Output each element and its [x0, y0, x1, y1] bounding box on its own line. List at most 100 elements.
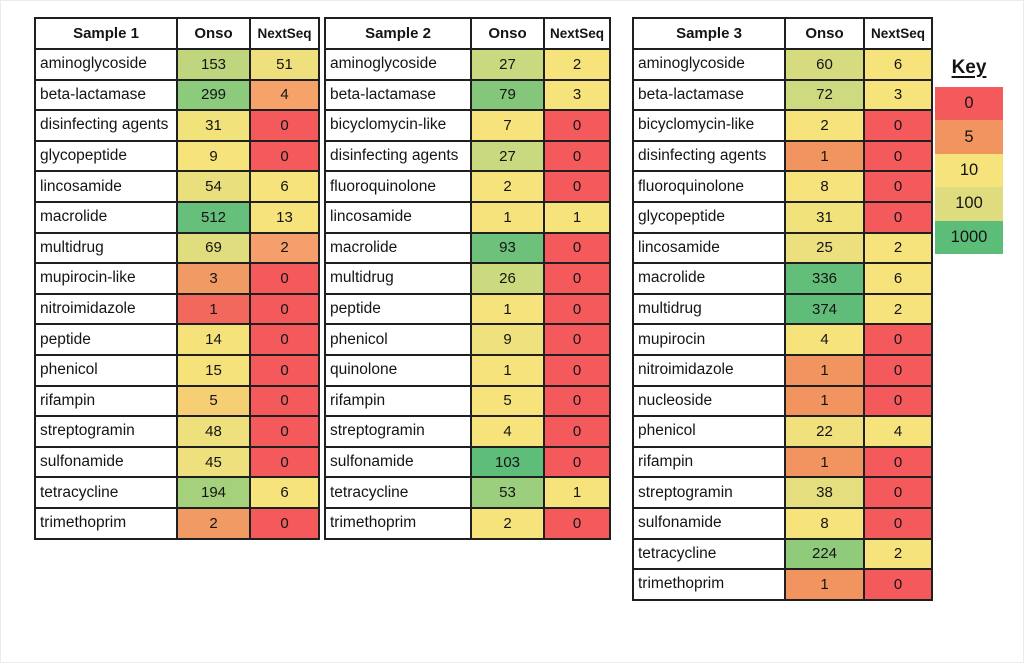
category-cell: disinfecting agents [632, 139, 786, 173]
column-header-nextseq: NextSeq [249, 17, 320, 50]
table-row: trimethoprim 1 0 [632, 568, 933, 601]
category-cell: bicyclomycin-like [324, 109, 472, 142]
table-row: phenicol 15 0 [34, 353, 320, 387]
nextseq-value-cell: 6 [249, 170, 320, 203]
nextseq-value-cell: 2 [863, 292, 933, 326]
onso-value-cell: 22 [784, 415, 865, 448]
table-row: streptogramin 4 0 [324, 415, 611, 448]
nextseq-value-cell: 2 [863, 537, 933, 571]
table-row: tetracycline 53 1 [324, 476, 611, 509]
table-row: bicyclomycin-like 7 0 [324, 109, 611, 142]
table-row: beta-lactamase 72 3 [632, 78, 933, 112]
nextseq-value-cell: 0 [249, 445, 320, 479]
onso-value-cell: 2 [470, 506, 545, 540]
key-swatch: 0 [935, 87, 1003, 121]
nextseq-value-cell: 6 [249, 476, 320, 509]
key-swatch: 5 [935, 120, 1003, 154]
nextseq-value-cell: 0 [543, 506, 611, 540]
table-title: Sample 1 [34, 17, 178, 50]
nextseq-value-cell: 0 [863, 476, 933, 509]
category-cell: disinfecting agents [34, 109, 178, 142]
onso-value-cell: 15 [176, 353, 251, 387]
nextseq-value-cell: 2 [543, 48, 611, 81]
onso-value-cell: 48 [176, 415, 251, 448]
nextseq-value-cell: 0 [249, 139, 320, 173]
onso-value-cell: 5 [176, 384, 251, 418]
onso-value-cell: 27 [470, 139, 545, 173]
nextseq-value-cell: 6 [863, 262, 933, 295]
table-title: Sample 2 [324, 17, 472, 50]
category-cell: multidrug [632, 292, 786, 326]
nextseq-value-cell: 0 [543, 109, 611, 142]
table-row: multidrug 26 0 [324, 262, 611, 295]
category-cell: sulfonamide [632, 506, 786, 540]
table-row: macrolide 512 13 [34, 200, 320, 234]
table-title: Sample 3 [632, 17, 786, 50]
onso-value-cell: 153 [176, 48, 251, 81]
table-row: macrolide 93 0 [324, 231, 611, 265]
table-row: rifampin 1 0 [632, 445, 933, 479]
onso-value-cell: 1 [784, 353, 865, 387]
onso-value-cell: 2 [784, 109, 865, 142]
onso-value-cell: 8 [784, 506, 865, 540]
table-row: lincosamide 1 1 [324, 200, 611, 234]
column-header-onso: Onso [470, 17, 545, 50]
category-cell: streptogramin [632, 476, 786, 509]
table-row: nitroimidazole 1 0 [34, 292, 320, 326]
table-row: streptogramin 38 0 [632, 476, 933, 509]
nextseq-value-cell: 0 [249, 353, 320, 387]
onso-value-cell: 31 [176, 109, 251, 142]
column-header-onso: Onso [176, 17, 251, 50]
onso-value-cell: 53 [470, 476, 545, 509]
category-cell: fluoroquinolone [324, 170, 472, 203]
table-row: multidrug 69 2 [34, 231, 320, 265]
nextseq-value-cell: 0 [863, 323, 933, 356]
onso-value-cell: 72 [784, 78, 865, 112]
table-row: sulfonamide 8 0 [632, 506, 933, 540]
nextseq-value-cell: 0 [863, 506, 933, 540]
onso-value-cell: 60 [784, 48, 865, 81]
table-row: aminoglycoside 27 2 [324, 48, 611, 81]
table-row: fluoroquinolone 8 0 [632, 170, 933, 203]
onso-value-cell: 1 [784, 568, 865, 601]
nextseq-value-cell: 0 [249, 292, 320, 326]
nextseq-value-cell: 0 [249, 262, 320, 295]
onso-value-cell: 38 [784, 476, 865, 509]
category-cell: phenicol [632, 415, 786, 448]
table-row: trimethoprim 2 0 [324, 506, 611, 540]
heatmap-table: Sample 1 Onso NextSeq aminoglycoside 153 51 be… [34, 17, 320, 540]
key-swatch: 10 [935, 153, 1003, 188]
category-cell: macrolide [324, 231, 472, 265]
onso-value-cell: 1 [470, 292, 545, 326]
table-row: beta-lactamase 79 3 [324, 78, 611, 112]
table-row: sulfonamide 45 0 [34, 445, 320, 479]
category-cell: aminoglycoside [632, 48, 786, 81]
onso-value-cell: 103 [470, 445, 545, 479]
table-row: quinolone 1 0 [324, 353, 611, 387]
table-row: phenicol 22 4 [632, 415, 933, 448]
table-row: mupirocin 4 0 [632, 323, 933, 356]
category-cell: rifampin [34, 384, 178, 418]
category-cell: multidrug [324, 262, 472, 295]
key-swatch-list: 0 5 10 100 1000 [935, 87, 1003, 254]
table-row: streptogramin 48 0 [34, 415, 320, 448]
category-cell: macrolide [34, 200, 178, 234]
table-row: aminoglycoside 153 51 [34, 48, 320, 81]
onso-value-cell: 45 [176, 445, 251, 479]
heatmap-table: Sample 2 Onso NextSeq aminoglycoside 27 2 beta… [324, 17, 611, 540]
onso-value-cell: 4 [784, 323, 865, 356]
nextseq-value-cell: 0 [863, 109, 933, 142]
category-cell: mupirocin [632, 323, 786, 356]
onso-value-cell: 1 [470, 200, 545, 234]
table-row: disinfecting agents 31 0 [34, 109, 320, 142]
key-swatch: 100 [935, 187, 1003, 221]
category-cell: beta-lactamase [34, 78, 178, 112]
category-cell: nitroimidazole [34, 292, 178, 326]
onso-value-cell: 2 [176, 506, 251, 540]
category-cell: beta-lactamase [324, 78, 472, 112]
category-cell: aminoglycoside [324, 48, 472, 81]
nextseq-value-cell: 0 [863, 445, 933, 479]
onso-value-cell: 224 [784, 537, 865, 571]
column-header-nextseq: NextSeq [543, 17, 611, 50]
